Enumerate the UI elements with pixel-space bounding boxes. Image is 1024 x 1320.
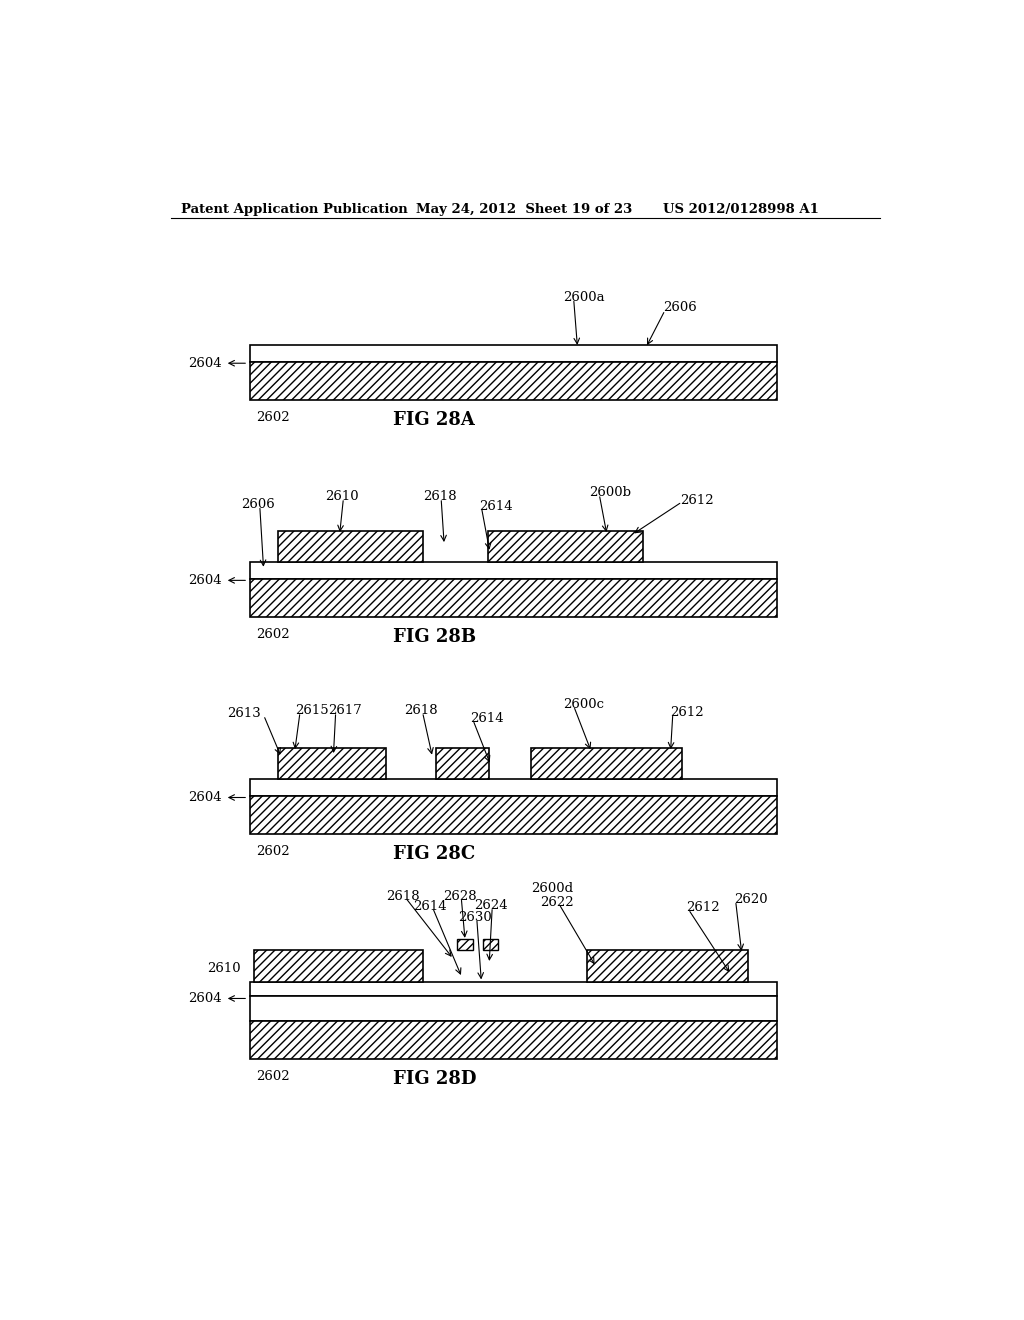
- Bar: [458, 940, 473, 950]
- Text: 2622: 2622: [540, 896, 573, 909]
- Text: 2610: 2610: [325, 490, 358, 503]
- Text: 2600d: 2600d: [531, 882, 573, 895]
- Text: FIG 28C: FIG 28C: [393, 845, 475, 863]
- Text: 2604: 2604: [188, 574, 222, 587]
- Bar: [250, 345, 777, 362]
- Bar: [250, 362, 777, 400]
- Bar: [254, 950, 423, 982]
- Text: 2618: 2618: [404, 705, 438, 717]
- Bar: [250, 779, 777, 796]
- Bar: [250, 796, 777, 834]
- Bar: [250, 562, 777, 579]
- Text: 2604: 2604: [188, 356, 222, 370]
- Text: 2624: 2624: [474, 899, 508, 912]
- Text: 2606: 2606: [663, 301, 696, 314]
- Text: 2612: 2612: [686, 902, 720, 915]
- Bar: [488, 531, 643, 562]
- Text: 2602: 2602: [256, 845, 290, 858]
- Text: FIG 28B: FIG 28B: [393, 628, 476, 645]
- Text: 2606: 2606: [242, 498, 275, 511]
- Text: 2614: 2614: [414, 900, 447, 913]
- Text: 2628: 2628: [443, 890, 476, 903]
- Text: 2630: 2630: [459, 911, 493, 924]
- Text: 2604: 2604: [188, 991, 222, 1005]
- Bar: [278, 748, 386, 779]
- Text: 2618: 2618: [423, 490, 457, 503]
- Text: 2610: 2610: [207, 962, 241, 975]
- Text: 2604: 2604: [188, 791, 222, 804]
- Bar: [483, 940, 499, 950]
- Bar: [278, 531, 423, 562]
- Bar: [250, 1020, 777, 1059]
- Bar: [587, 950, 748, 982]
- Text: 2615: 2615: [295, 705, 329, 717]
- Bar: [250, 997, 777, 1020]
- Bar: [250, 982, 777, 997]
- Text: 2613: 2613: [227, 708, 261, 721]
- Text: 2600a: 2600a: [563, 290, 605, 304]
- Text: 2602: 2602: [256, 628, 290, 642]
- Text: 2618: 2618: [386, 890, 420, 903]
- Text: 2600b: 2600b: [589, 487, 631, 499]
- Text: 2614: 2614: [479, 499, 513, 512]
- Bar: [436, 748, 489, 779]
- Text: May 24, 2012  Sheet 19 of 23: May 24, 2012 Sheet 19 of 23: [417, 203, 633, 216]
- Text: FIG 28A: FIG 28A: [393, 411, 475, 429]
- Text: US 2012/0128998 A1: US 2012/0128998 A1: [663, 203, 818, 216]
- Bar: [250, 579, 777, 618]
- Text: 2617: 2617: [328, 705, 361, 717]
- Text: 2602: 2602: [256, 1071, 290, 1084]
- Text: Patent Application Publication: Patent Application Publication: [180, 203, 408, 216]
- Text: 2612: 2612: [680, 494, 714, 507]
- Text: 2614: 2614: [471, 711, 504, 725]
- Text: FIG 28D: FIG 28D: [393, 1071, 476, 1088]
- Text: 2600c: 2600c: [563, 698, 604, 711]
- Bar: [531, 748, 682, 779]
- Text: 2612: 2612: [671, 706, 705, 719]
- Text: 2620: 2620: [734, 892, 768, 906]
- Text: 2602: 2602: [256, 411, 290, 424]
